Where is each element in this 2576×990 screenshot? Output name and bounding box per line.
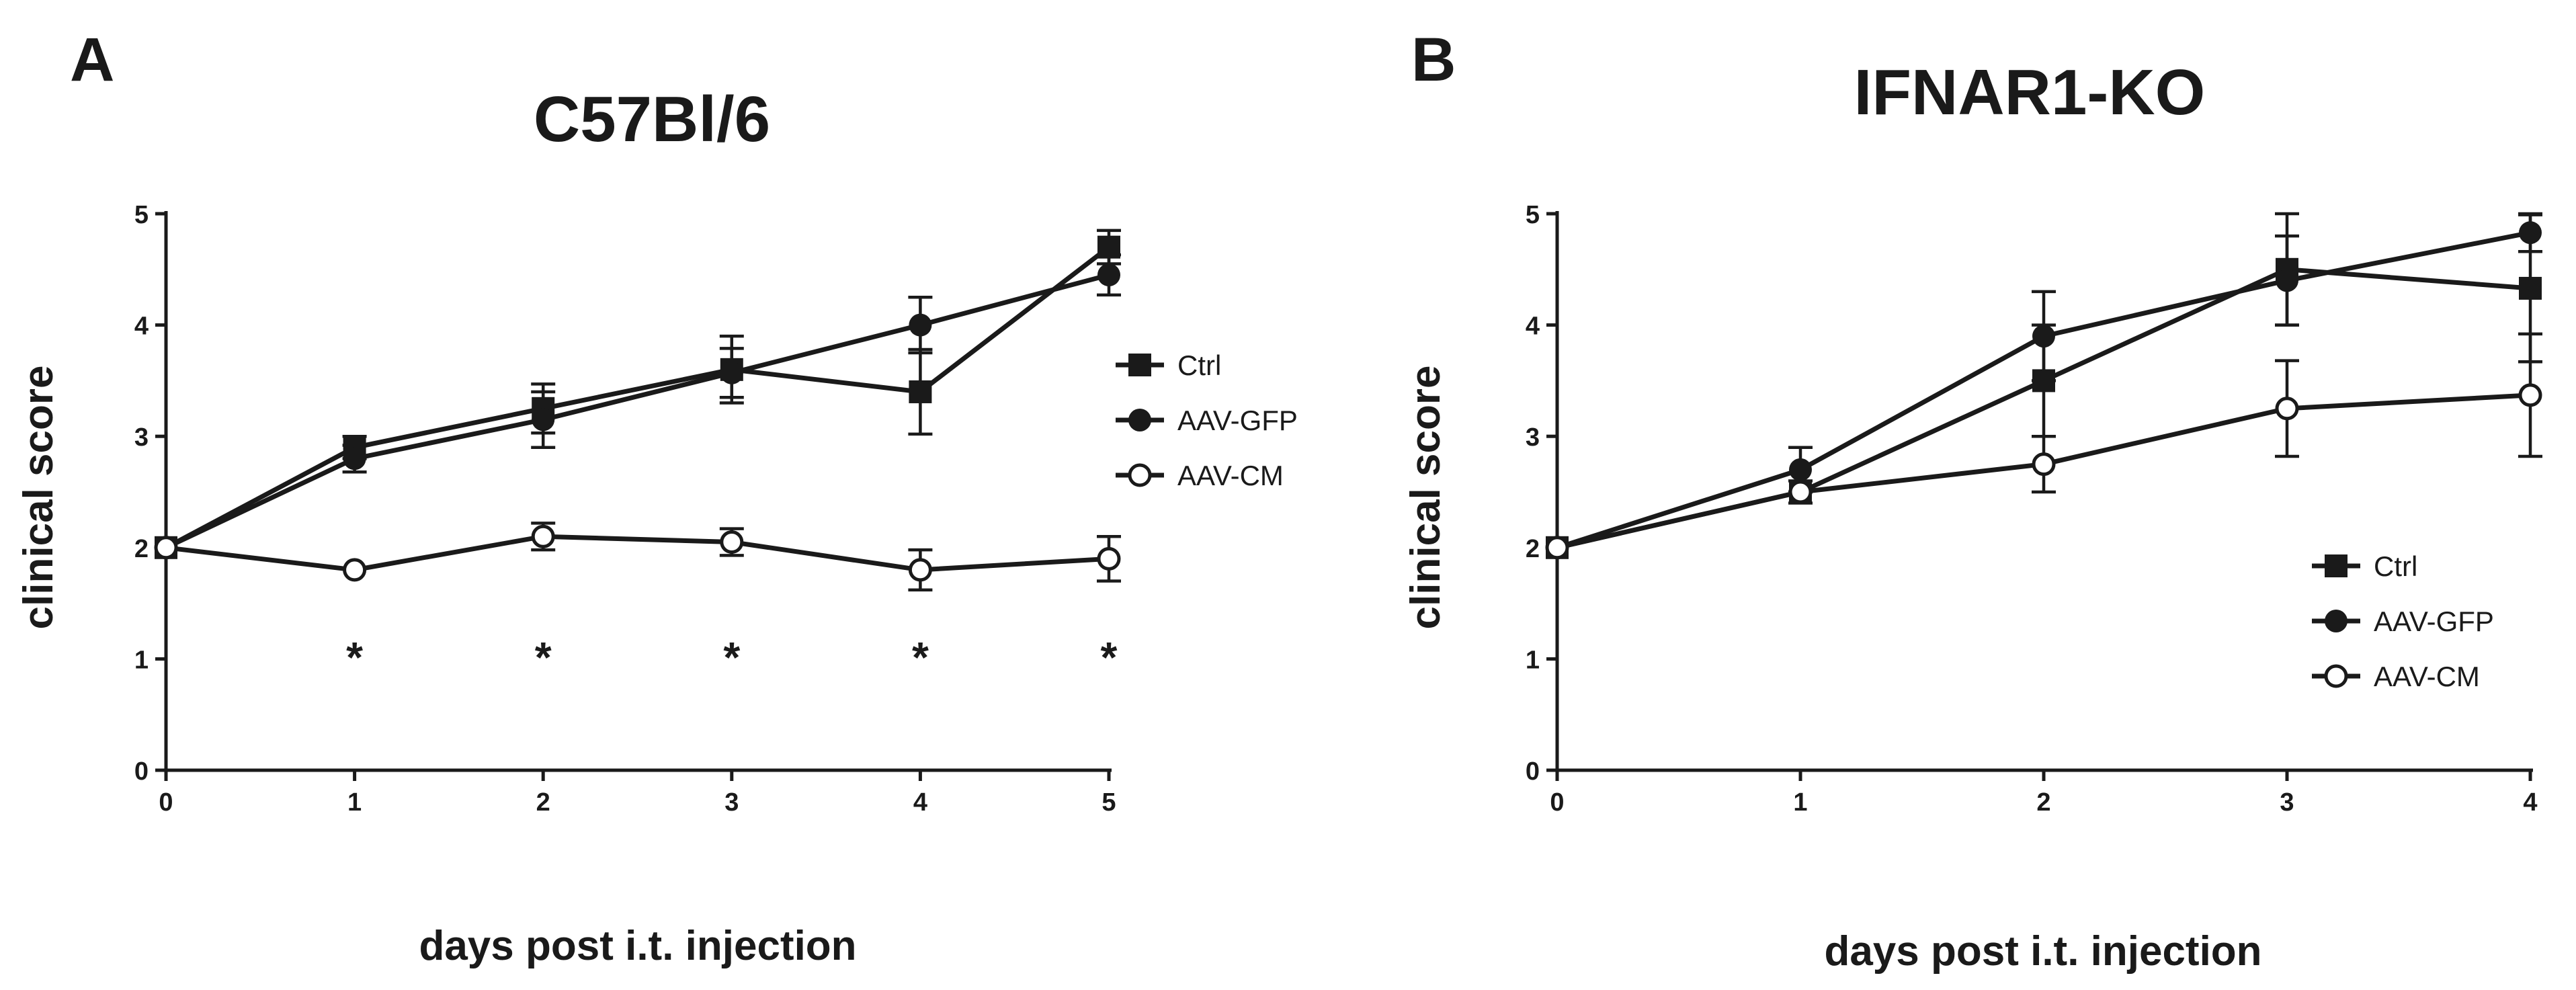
x-tick-label-a: 2 [536, 788, 550, 817]
y-tick-label-a: 1 [134, 646, 149, 674]
data-point-aav-gfp [532, 408, 555, 431]
series-aav-gfp-a [155, 253, 1121, 559]
panel-b: B IFNAR1-KO clinical score days post i.t… [1403, 26, 2542, 975]
data-point-aav-gfp [2276, 269, 2298, 292]
legend-marker-ctrl [2325, 554, 2348, 577]
data-point-aav-cm [1097, 546, 1121, 571]
y-tick-label-a: 4 [134, 313, 149, 341]
data-point-aav-cm [2518, 383, 2542, 407]
chart-title-a: C57Bl/6 [534, 83, 770, 155]
legend-marker-aav-cm [2324, 664, 2348, 688]
significance-marker-a: * [723, 633, 740, 682]
legend-item-ctrl-b: Ctrl [2312, 550, 2417, 582]
legend-label-aav-cm: AAV-CM [2374, 661, 2480, 692]
series-aav-cm-b [1545, 332, 2542, 560]
series-line-ctrl [165, 245, 1111, 550]
y-tick-label-a: 3 [134, 423, 149, 452]
significance-marker-a: * [346, 633, 363, 682]
legend-marker-aav-gfp [2325, 610, 2348, 632]
panel-a: A C57Bl/6 clinical score days post i.t. … [15, 26, 1298, 969]
legend-marker-aav-gfp [1128, 409, 1151, 431]
series-ctrl-b [1546, 212, 2542, 559]
y-axis-label-b: clinical score [1403, 366, 1449, 630]
data-point-aav-cm [2275, 397, 2299, 421]
data-point-aav-cm [2032, 452, 2056, 477]
legend-label-ctrl: Ctrl [1177, 349, 1221, 381]
legend-item-aav-cm-b: AAV-CM [2312, 661, 2480, 692]
data-point-aav-gfp [2032, 325, 2055, 348]
x-tick-label-b: 2 [2036, 788, 2050, 817]
x-tick-label-a: 3 [724, 788, 739, 817]
legend-label-aav-gfp: AAV-GFP [1177, 405, 1298, 436]
y-tick-label-a: 5 [134, 201, 149, 229]
y-axis-label-a: clinical score [15, 366, 62, 630]
legend-item-aav-cm-a: AAV-CM [1116, 460, 1284, 491]
legend-item-ctrl-a: Ctrl [1116, 349, 1221, 381]
y-tick-label-b: 2 [1526, 535, 1540, 563]
x-axis-label-a: days post i.t. injection [419, 923, 856, 969]
y-tick-label-b: 0 [1526, 757, 1540, 786]
legend-label-ctrl: Ctrl [2374, 550, 2417, 582]
data-point-aav-gfp [2519, 221, 2542, 245]
y-tick-label-b: 5 [1526, 201, 1540, 229]
data-point-aav-cm [531, 524, 555, 548]
y-tick-label-b: 1 [1526, 646, 1540, 674]
data-point-ctrl [2519, 276, 2542, 300]
data-point-aav-cm [343, 558, 367, 582]
data-point-aav-gfp [1097, 263, 1120, 287]
panel-letter-b: B [1411, 26, 1456, 94]
y-tick-label-b: 3 [1526, 423, 1540, 452]
x-tick-label-b: 1 [1793, 788, 1807, 817]
legend-item-aav-gfp-b: AAV-GFP [2312, 606, 2494, 637]
y-tick-label-a: 2 [134, 535, 149, 563]
legend-label-aav-gfp: AAV-GFP [2374, 606, 2494, 637]
chart-title-b: IFNAR1-KO [1854, 56, 2206, 128]
significance-marker-a: * [535, 633, 552, 682]
legend-marker-aav-cm [1128, 463, 1152, 487]
x-tick-label-b: 3 [2280, 788, 2294, 817]
y-tick-label-b: 4 [1526, 313, 1540, 341]
y-tick-label-a: 0 [134, 757, 149, 786]
x-tick-label-a: 0 [159, 788, 173, 817]
data-point-aav-cm [1545, 536, 1569, 560]
x-tick-label-b: 0 [1550, 788, 1564, 817]
data-point-aav-gfp [343, 447, 366, 470]
legend-label-aav-cm: AAV-CM [1177, 460, 1284, 491]
significance-marker-a: * [1101, 633, 1118, 682]
significance-marker-a: * [912, 633, 929, 682]
x-tick-label-a: 4 [913, 788, 927, 817]
data-point-aav-cm [1788, 480, 1813, 504]
data-point-aav-gfp [720, 361, 743, 384]
x-axis-label-b: days post i.t. injection [1824, 928, 2261, 975]
x-tick-label-a: 1 [347, 788, 362, 817]
series-line-aav-gfp [165, 272, 1110, 550]
panel-letter-a: A [70, 26, 114, 94]
data-point-aav-gfp [1789, 458, 1812, 481]
data-point-aav-cm [154, 536, 178, 560]
data-point-aav-cm [720, 530, 744, 554]
x-tick-label-b: 4 [2523, 788, 2537, 817]
data-point-aav-gfp [909, 313, 932, 337]
legend-marker-ctrl [1128, 354, 1151, 376]
data-point-ctrl [909, 380, 932, 403]
legend-item-aav-gfp-a: AAV-GFP [1116, 405, 1298, 436]
series-aav-cm-a [154, 522, 1121, 591]
data-point-aav-cm [908, 558, 932, 582]
series-line-aav-cm [165, 534, 1110, 573]
x-tick-label-a: 5 [1102, 788, 1116, 817]
